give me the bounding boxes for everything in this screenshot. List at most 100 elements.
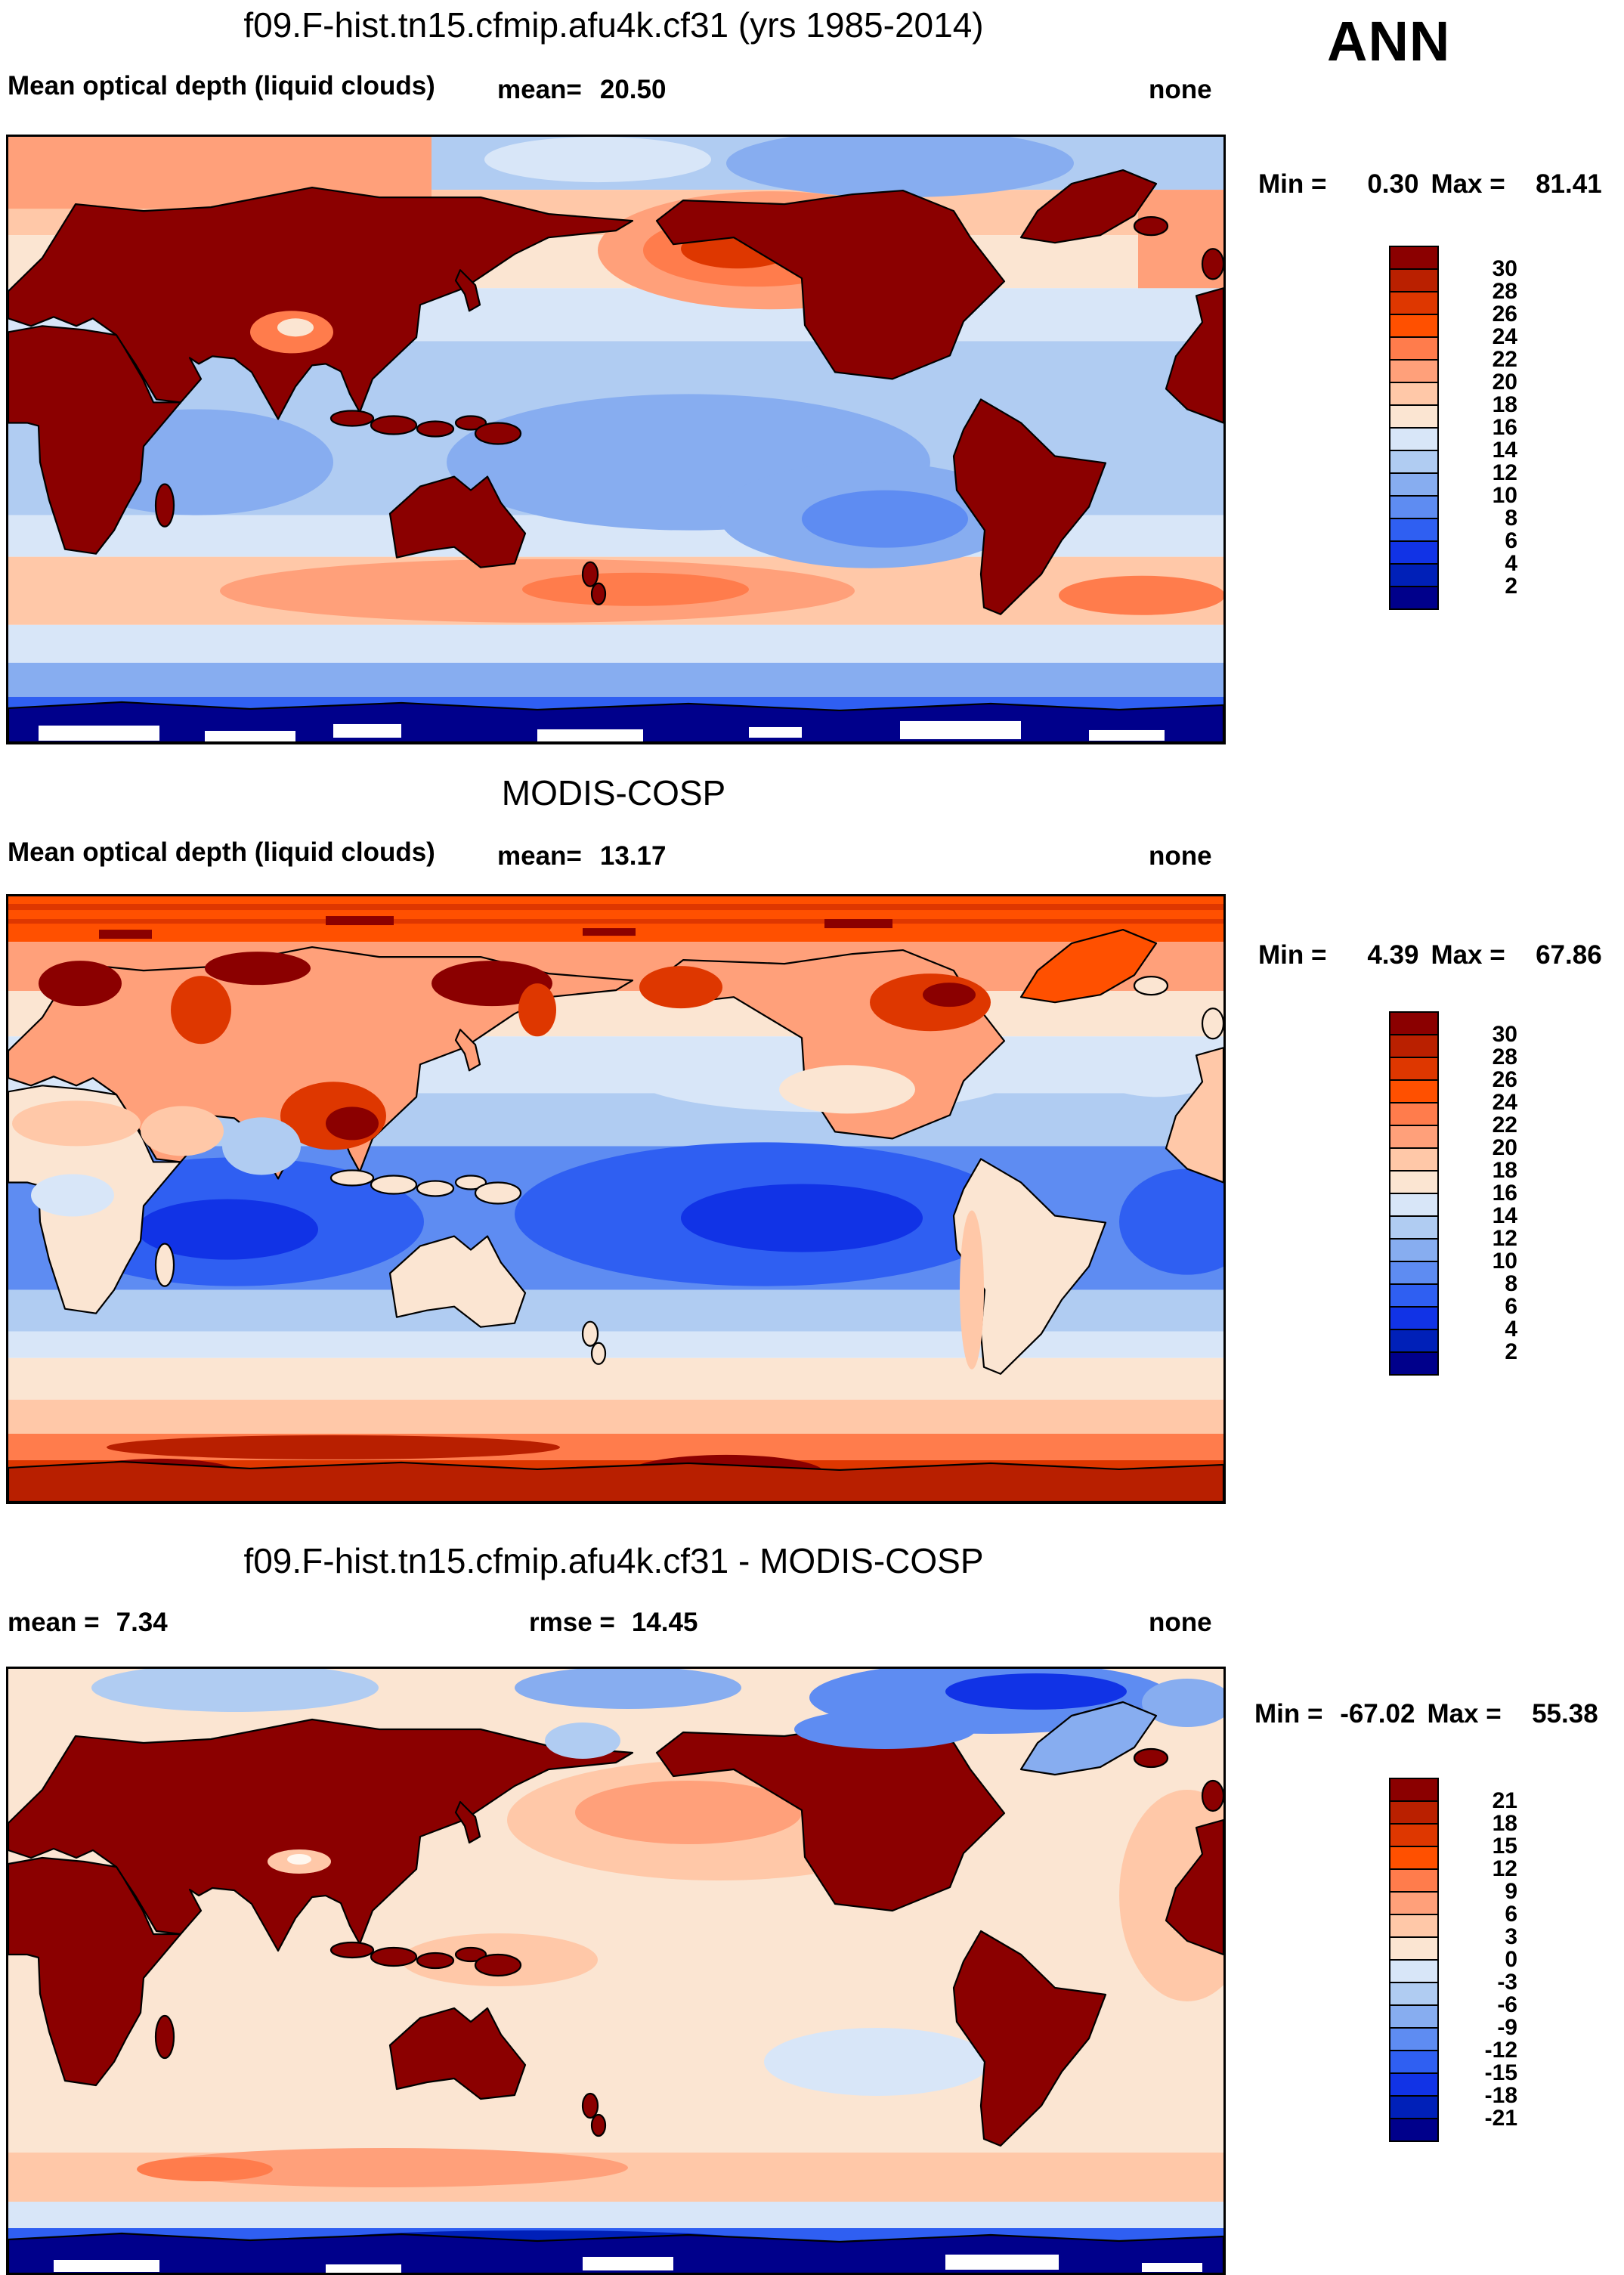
colorbar-tick-label: 14: [1492, 1203, 1517, 1228]
colorbar-tick-label: -9: [1497, 2015, 1517, 2040]
max-value: 81.41: [1536, 169, 1602, 199]
colorbar-swatch: [1389, 472, 1439, 497]
min-value: -67.02: [1340, 1699, 1415, 1729]
colorbar-swatch: [1389, 1800, 1439, 1825]
colorbar-swatch: [1389, 495, 1439, 519]
colorbar-swatch: [1389, 1170, 1439, 1194]
missing-data-patches: [39, 720, 1165, 741]
colorbar-swatch: [1389, 450, 1439, 474]
land-features: [250, 311, 333, 354]
colorbar-tick-label: 24: [1492, 324, 1517, 349]
colorbar-tick-label: 30: [1492, 1022, 1517, 1047]
panel1-units: none: [1149, 75, 1212, 104]
colorbar-tick-label: 12: [1492, 1856, 1517, 1881]
map-observations: [6, 894, 1226, 1504]
rmse-label: rmse =: [529, 1608, 615, 1637]
colorbar-tick-label: 12: [1492, 1226, 1517, 1251]
colorbar-tick-label: 20: [1492, 1135, 1517, 1160]
panel3-title: f09.F-hist.tn15.cfmip.afu4k.cf31 - MODIS…: [243, 1541, 984, 1580]
colorbar-swatch: [1389, 1057, 1439, 1081]
colorbar-swatch: [1389, 1351, 1439, 1376]
colorbar-tick-label: 16: [1492, 415, 1517, 440]
colorbar-swatch: [1389, 1079, 1439, 1103]
colorbar-swatch: [1389, 1125, 1439, 1149]
colorbar-tick-label: 20: [1492, 370, 1517, 395]
colorbar-tick-label: 28: [1492, 1045, 1517, 1069]
panel1-minmax: Min = 0.30 Max = 81.41: [1258, 169, 1602, 200]
colorbar-tick-label: 28: [1492, 279, 1517, 304]
season-label: ANN: [1327, 10, 1451, 73]
colorbar-swatch: [1389, 2118, 1439, 2142]
colorbar-tick-label: 9: [1505, 1879, 1517, 1904]
colorbar-tick-label: 26: [1492, 1067, 1517, 1092]
mean-value: 20.50: [599, 75, 667, 104]
colorbar-swatch: [1389, 1846, 1439, 1870]
colorbar-swatch: [1389, 382, 1439, 406]
panel2-mean-stat: mean= 13.17: [497, 841, 666, 871]
panel1-mean-stat: mean= 20.50: [497, 75, 666, 105]
colorbar-swatch: [1389, 2072, 1439, 2097]
colorbar-tick-label: 6: [1505, 1294, 1517, 1319]
max-label: Max =: [1427, 1699, 1502, 1729]
max-label: Max =: [1431, 169, 1505, 199]
colorbar-tick-label: 22: [1492, 1113, 1517, 1138]
colorbar-swatch: [1389, 1868, 1439, 1893]
panel1-variable-label: Mean optical depth (liquid clouds): [8, 71, 435, 101]
colorbar-tick-label: 14: [1492, 438, 1517, 463]
colorbar-tick-label: 4: [1505, 551, 1517, 576]
colorbar-swatch: [1389, 1778, 1439, 1802]
max-value: 67.86: [1536, 940, 1602, 970]
colorbar-swatch: [1389, 1102, 1439, 1126]
colorbar-swatch: [1389, 246, 1439, 270]
panel2-variable-label: Mean optical depth (liquid clouds): [8, 837, 435, 867]
colorbar-tick-label: 18: [1492, 392, 1517, 417]
mean-label: mean =: [8, 1608, 100, 1637]
colorbar-swatch: [1389, 2050, 1439, 2074]
panel1-colorbar: 30 28 26 24 22 20 18 16 14 12 10 8 6 4 2: [1389, 246, 1519, 611]
colorbar-tick-label: 2: [1505, 574, 1517, 599]
colorbar-tick-label: -21: [1484, 2106, 1517, 2131]
min-value: 4.39: [1367, 940, 1419, 970]
mean-label: mean=: [497, 75, 582, 104]
colorbar-tick-label: 0: [1505, 1947, 1517, 1972]
colorbar-swatch: [1389, 1959, 1439, 1983]
colorbar-swatch: [1389, 563, 1439, 587]
panel3-mean-stat: mean = 7.34: [8, 1608, 168, 1638]
colorbar-swatch: [1389, 1261, 1439, 1285]
colorbar-tick-label: 8: [1505, 506, 1517, 531]
colorbar-tick-label: 18: [1492, 1811, 1517, 1836]
colorbar-swatch: [1389, 586, 1439, 610]
colorbar-tick-label: -18: [1484, 2083, 1517, 2108]
colorbar-swatch: [1389, 540, 1439, 565]
land-features: [268, 1710, 976, 1874]
colorbar-swatch: [1389, 1283, 1439, 1308]
min-label: Min =: [1258, 169, 1327, 199]
colorbar-swatch: [1389, 268, 1439, 292]
colorbar-swatch: [1389, 1936, 1439, 1961]
panel3-colorbar: 21 18 15 12 9 6 3 0 -3 -6 -9 -12 -15 -18 -21: [1389, 1778, 1519, 2143]
panel1-title: f09.F-hist.tn15.cfmip.afu4k.cf31 (yrs 19…: [243, 5, 984, 45]
missing-data-patches: [54, 2255, 1202, 2273]
colorbar-tick-label: -15: [1484, 2060, 1517, 2085]
panel3-minmax: Min = -67.02 Max = 55.38: [1254, 1699, 1598, 1729]
colorbar-swatch: [1389, 2004, 1439, 2029]
colorbar-swatch: [1389, 1034, 1439, 1058]
colorbar-swatch: [1389, 1147, 1439, 1172]
colorbar-tick-label: 6: [1505, 1902, 1517, 1927]
colorbar-tick-label: -3: [1497, 1970, 1517, 1995]
colorbar-swatch: [1389, 314, 1439, 338]
colorbar-tick-label: 15: [1492, 1834, 1517, 1859]
colorbar-swatch: [1389, 1193, 1439, 1217]
colorbar-tick-label: 6: [1505, 528, 1517, 553]
colorbar-swatch: [1389, 1215, 1439, 1240]
colorbar-swatch: [1389, 404, 1439, 429]
colorbar-tick-label: 26: [1492, 302, 1517, 327]
max-value: 55.38: [1532, 1699, 1598, 1729]
colorbar-tick-label: 10: [1492, 1249, 1517, 1274]
colorbar-tick-label: 3: [1505, 1924, 1517, 1949]
colorbar-swatch: [1389, 1329, 1439, 1353]
land-features: [12, 952, 991, 1370]
colorbar-swatch: [1389, 1891, 1439, 1915]
rmse-value: 14.45: [631, 1608, 698, 1637]
